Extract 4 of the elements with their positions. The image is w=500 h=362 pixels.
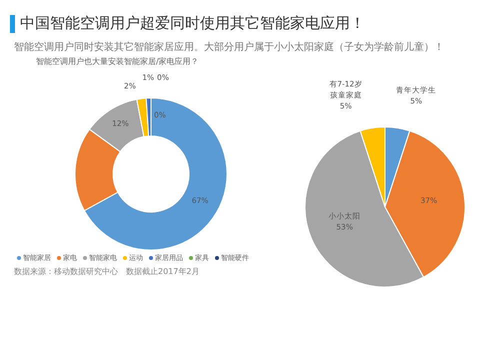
chart-subtitle: 智能空调用户同时安装其它智能家居应用。大部分用户属于小小太阳家庭（子女为学龄前儿童）！ [14,40,444,54]
text: 智能空调用户也大量安装智能家居/家电应用？ [36,56,200,67]
source-note: 数据来源：移动数据研究中心 数据截止2017年2月 [14,266,200,277]
chart-title: 中国智能空调用户超爱同时使用其它智能家电应用！ [20,14,365,33]
